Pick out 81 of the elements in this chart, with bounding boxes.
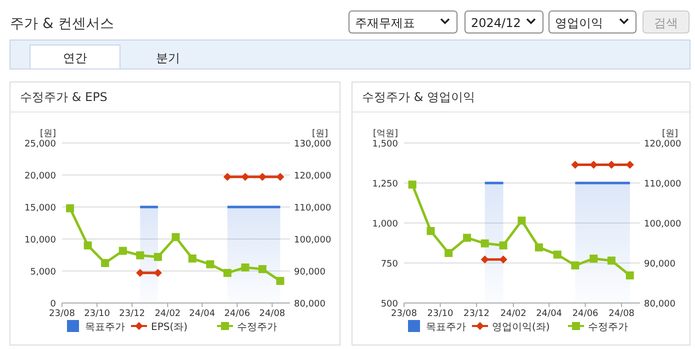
chart-title: 수정주가 & 영업이익: [362, 90, 475, 104]
x-tick-label: 23/12: [119, 309, 146, 319]
chart-title: 수정주가 & EPS: [20, 90, 108, 104]
x-tick-label: 23/08: [391, 309, 418, 319]
point: [444, 249, 453, 257]
y2-tick-label: 90,000: [294, 268, 326, 278]
y2-tick-label: 120,000: [294, 172, 332, 182]
text: 2024/12: [471, 16, 521, 30]
y-tick-label: 1,250: [372, 180, 398, 190]
y2-tick-label: 120,000: [644, 140, 682, 150]
x-tick-label: 24/08: [259, 309, 286, 319]
x-tick-label: 24/08: [608, 309, 635, 319]
y2-axis-title: [원]: [312, 129, 328, 139]
y-tick-label: 500: [380, 300, 398, 310]
point: [154, 252, 162, 261]
y-tick-label: 750: [380, 260, 398, 270]
y-tick-label: 10,000: [24, 236, 56, 246]
point: [553, 250, 562, 259]
y-tick-label: 5,000: [30, 268, 56, 278]
point: [518, 216, 526, 225]
y-tick-label: 1,000: [372, 220, 398, 230]
point: [499, 241, 508, 250]
point: [101, 259, 110, 267]
point: [136, 251, 144, 260]
point: [590, 254, 598, 263]
y-tick-label: 0: [50, 300, 56, 310]
text: 연간: [63, 51, 87, 65]
text: 주가 & 컨센서스: [10, 16, 114, 32]
point: [241, 263, 250, 272]
text: 주재무제표: [355, 16, 415, 30]
y-tick-label: 25,000: [24, 140, 56, 150]
y2-tick-label: 90,000: [644, 260, 676, 270]
point: [607, 256, 616, 265]
x-tick-label: 24/04: [536, 309, 562, 319]
y2-tick-label: 100,000: [294, 236, 332, 246]
point: [223, 268, 232, 277]
point: [463, 234, 472, 242]
x-tick-label: 23/08: [49, 309, 76, 319]
x-tick-label: 23/10: [427, 309, 454, 319]
legend-label: 영업이익(좌): [492, 322, 550, 333]
y2-tick-label: 80,000: [294, 300, 326, 310]
y-axis-title: [억원]: [372, 129, 398, 139]
text: 영업이익: [555, 16, 603, 30]
x-tick-label: 23/12: [464, 309, 490, 319]
legend-label: 수정주가: [237, 322, 277, 333]
point: [66, 204, 74, 212]
y2-tick-label: 130,000: [294, 140, 332, 150]
x-tick-label: 24/06: [572, 309, 599, 319]
y-axis-title: [원]: [40, 129, 56, 139]
x-tick-label: 24/02: [154, 309, 181, 319]
point: [408, 180, 416, 189]
point: [84, 241, 92, 250]
y2-tick-label: 110,000: [294, 204, 332, 214]
y-tick-label: 1,500: [372, 140, 398, 150]
y-tick-label: 15,000: [24, 204, 56, 214]
point: [626, 271, 634, 280]
point: [426, 227, 435, 235]
legend-label: EPS(좌): [151, 322, 188, 333]
y2-axis-title: [원]: [662, 129, 678, 139]
y2-tick-label: 80,000: [644, 300, 676, 310]
text: 검색: [654, 16, 678, 30]
point: [276, 276, 284, 285]
x-tick-label: 24/06: [224, 309, 250, 319]
point: [188, 254, 196, 263]
x-tick-label: 23/10: [84, 309, 110, 319]
y-tick-label: 20,000: [24, 172, 56, 182]
x-tick-label: 24/04: [189, 309, 216, 319]
point: [172, 233, 180, 242]
y2-tick-label: 110,000: [644, 180, 682, 190]
point: [480, 239, 489, 248]
point: [206, 260, 214, 268]
point: [118, 246, 127, 255]
legend-label: 수정주가: [588, 322, 628, 333]
y2-tick-label: 100,000: [644, 220, 682, 230]
point: [571, 261, 580, 270]
point: [258, 265, 266, 274]
legend-label: 목표주가: [426, 322, 466, 333]
text: 분기: [156, 51, 180, 65]
point: [534, 243, 543, 252]
x-tick-label: 24/02: [500, 309, 526, 319]
legend-label: 목표주가: [85, 322, 125, 333]
